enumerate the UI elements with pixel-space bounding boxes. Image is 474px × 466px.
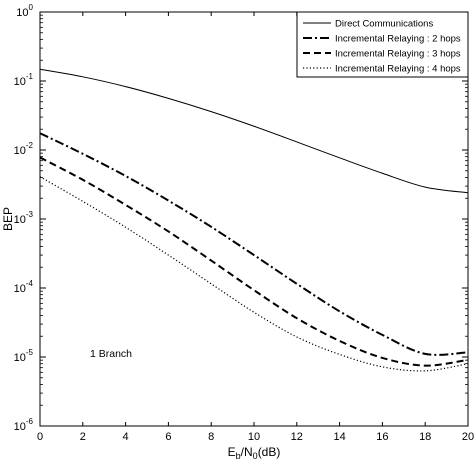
x-axis-label: Eb/N0(dB) [228,445,281,461]
legend: Direct Communications Incremental Relayin… [296,11,469,78]
x-tick-label: 18 [419,431,431,443]
x-tick-label: 6 [165,431,171,443]
y-tick-label: 10-6 [14,417,34,433]
series-layer [39,68,469,372]
legend-label-3: Incremental Relaying : 3 hops [335,49,461,60]
branch-annotation: 1 Branch [90,348,132,360]
plot-area [39,11,469,427]
y-axis-label: BEP [1,207,15,231]
y-tick-label: 10-1 [14,72,34,88]
y-tick-label: 10-2 [14,141,34,157]
series-line-3 [39,156,469,367]
x-tick-label: 10 [248,431,260,443]
x-tick-label: 2 [80,431,86,443]
legend-label-1: Direct Communications [335,19,433,30]
y-tick-label: 10-4 [14,279,34,295]
y-tick-label: 100 [16,3,33,19]
legend-label-2: Incremental Relaying : 2 hops [335,34,461,45]
x-tick-label: 8 [208,431,214,443]
x-tick-label: 12 [291,431,303,443]
x-tick-label: 0 [37,431,43,443]
y-tick-label: 10-5 [14,348,34,364]
series-line-2 [39,132,469,356]
y-tick-label: 10-3 [14,210,34,226]
axis-ticks: 0 2 4 6 8 10 12 14 16 18 20 100 10-1 10-2 10-3 10-4 10-5… [14,3,474,443]
x-tick-label: 20 [462,431,474,443]
x-tick-label: 16 [376,431,388,443]
x-tick-label: 4 [123,431,129,443]
legend-items: Direct Communications Incremental Relayin… [303,19,461,75]
x-tick-label: 14 [333,431,345,443]
series-line-1 [39,68,469,194]
legend-label-4: Incremental Relaying : 4 hops [335,64,461,75]
